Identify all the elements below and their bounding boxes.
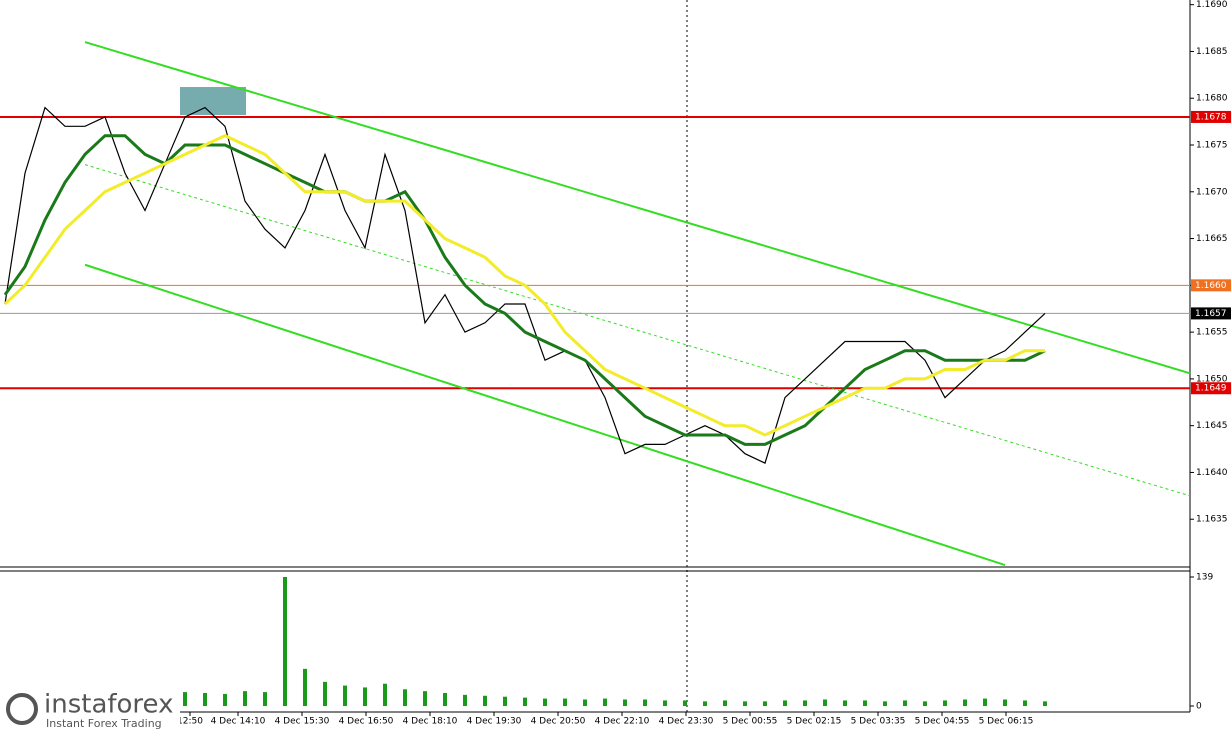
volume-bar bbox=[443, 693, 447, 706]
x-tick-label: 5 Dec 00:55 bbox=[723, 717, 778, 727]
y-tick-label: 1.1655 bbox=[1196, 328, 1228, 338]
volume-bar bbox=[563, 698, 567, 706]
volume-bar bbox=[283, 577, 287, 706]
price-level-label: 1.1657 bbox=[1195, 309, 1227, 319]
volume-bar bbox=[583, 699, 587, 706]
y-tick-label: 1.1685 bbox=[1196, 47, 1228, 57]
volume-bar bbox=[643, 699, 647, 706]
channel-line bbox=[84, 164, 1191, 497]
x-tick-label: 5 Dec 02:15 bbox=[787, 717, 842, 727]
x-tick-label: 5 Dec 06:15 bbox=[979, 717, 1034, 727]
volume-bar bbox=[923, 701, 927, 706]
volume-bar bbox=[203, 693, 207, 706]
volume-bar bbox=[683, 700, 687, 706]
volume-bar bbox=[1003, 699, 1007, 706]
volume-bar bbox=[723, 700, 727, 706]
volume-bar bbox=[663, 700, 667, 706]
volume-bar bbox=[543, 698, 547, 706]
volume-bar bbox=[523, 697, 527, 706]
volume-bar bbox=[803, 700, 807, 706]
y-tick-label: 1.1690 bbox=[1196, 0, 1228, 10]
y-tick-label: 1.1665 bbox=[1196, 234, 1228, 244]
volume-bar bbox=[403, 689, 407, 706]
x-tick-label: 4 Dec 14:10 bbox=[211, 717, 266, 727]
volume-bar bbox=[363, 687, 367, 706]
y-tick-label: 1.1670 bbox=[1196, 187, 1228, 197]
volume-bar bbox=[903, 700, 907, 706]
volume-bar bbox=[943, 700, 947, 706]
logo: instaforex Instant Forex Trading bbox=[0, 686, 180, 733]
y-tick-label: 139 bbox=[1196, 573, 1213, 583]
volume-bar bbox=[603, 698, 607, 706]
channel-line bbox=[84, 41, 1191, 375]
price-level-label: 1.1660 bbox=[1195, 281, 1227, 291]
volume-bar bbox=[843, 700, 847, 706]
volume-bar bbox=[463, 694, 467, 706]
volume-bar bbox=[343, 685, 347, 706]
volume-bar bbox=[823, 699, 827, 706]
x-tick-label: 4 Dec 15:30 bbox=[275, 717, 330, 727]
volume-bar bbox=[883, 701, 887, 706]
logo-name: instaforex bbox=[44, 690, 173, 720]
price-level-tag bbox=[1191, 110, 1231, 123]
y-tick-label: 1.1680 bbox=[1196, 94, 1228, 104]
volume-bar bbox=[743, 701, 747, 706]
y-tick-label: 1.1645 bbox=[1196, 421, 1228, 431]
price-line bbox=[3, 134, 1046, 446]
volume-bar bbox=[623, 699, 627, 706]
y-tick-label: 1.1640 bbox=[1196, 468, 1228, 478]
y-tick-label: 1.1635 bbox=[1196, 515, 1228, 525]
price-level-label: 1.1649 bbox=[1195, 384, 1227, 394]
volume-bar bbox=[1023, 700, 1027, 706]
x-tick-label: 4 Dec 20:50 bbox=[531, 717, 586, 727]
x-tick-label: 5 Dec 04:55 bbox=[915, 717, 970, 727]
x-tick-label: 4 Dec 18:10 bbox=[403, 717, 458, 727]
volume-bar bbox=[1043, 701, 1047, 706]
x-tick-label: 4 Dec 16:50 bbox=[339, 717, 394, 727]
x-tick-label: 4 Dec 22:10 bbox=[595, 717, 650, 727]
volume-bar bbox=[303, 668, 307, 706]
volume-bar bbox=[703, 701, 707, 706]
logo-icon bbox=[6, 693, 38, 725]
volume-bar bbox=[863, 700, 867, 706]
logo-background bbox=[0, 686, 180, 733]
channel-line bbox=[84, 263, 1006, 567]
volume-bar bbox=[243, 691, 247, 706]
y-tick-label: 1.1650 bbox=[1196, 374, 1228, 384]
price-line bbox=[3, 134, 1045, 437]
volume-bar bbox=[223, 693, 227, 706]
x-tick-label: 4 Dec 23:30 bbox=[659, 717, 714, 727]
volume-bar bbox=[183, 692, 187, 706]
volume-bar bbox=[383, 683, 387, 706]
volume-bar bbox=[783, 700, 787, 706]
volume-bar bbox=[483, 695, 487, 706]
price-level-label: 1.1678 bbox=[1195, 112, 1227, 122]
price-level-tag bbox=[1191, 307, 1231, 320]
price-level-tag bbox=[1191, 382, 1231, 395]
x-tick-label: 4 Dec 19:30 bbox=[467, 717, 522, 727]
logo-tagline: Instant Forex Trading bbox=[46, 717, 162, 730]
volume-bar bbox=[263, 692, 267, 706]
volume-bar bbox=[323, 681, 327, 706]
highlight-box bbox=[180, 87, 246, 116]
y-tick-label: 1.1675 bbox=[1196, 141, 1228, 151]
volume-bar bbox=[423, 691, 427, 706]
price-line bbox=[4, 106, 1046, 464]
y-tick-label: 0 bbox=[1196, 702, 1202, 712]
price-level-tag bbox=[1191, 279, 1231, 292]
volume-bar bbox=[763, 701, 767, 706]
volume-bar bbox=[503, 696, 507, 706]
x-tick-label: 12:50 bbox=[177, 717, 203, 727]
volume-bar bbox=[983, 698, 987, 706]
volume-bar bbox=[963, 699, 967, 706]
x-tick-label: 5 Dec 03:35 bbox=[851, 717, 906, 727]
